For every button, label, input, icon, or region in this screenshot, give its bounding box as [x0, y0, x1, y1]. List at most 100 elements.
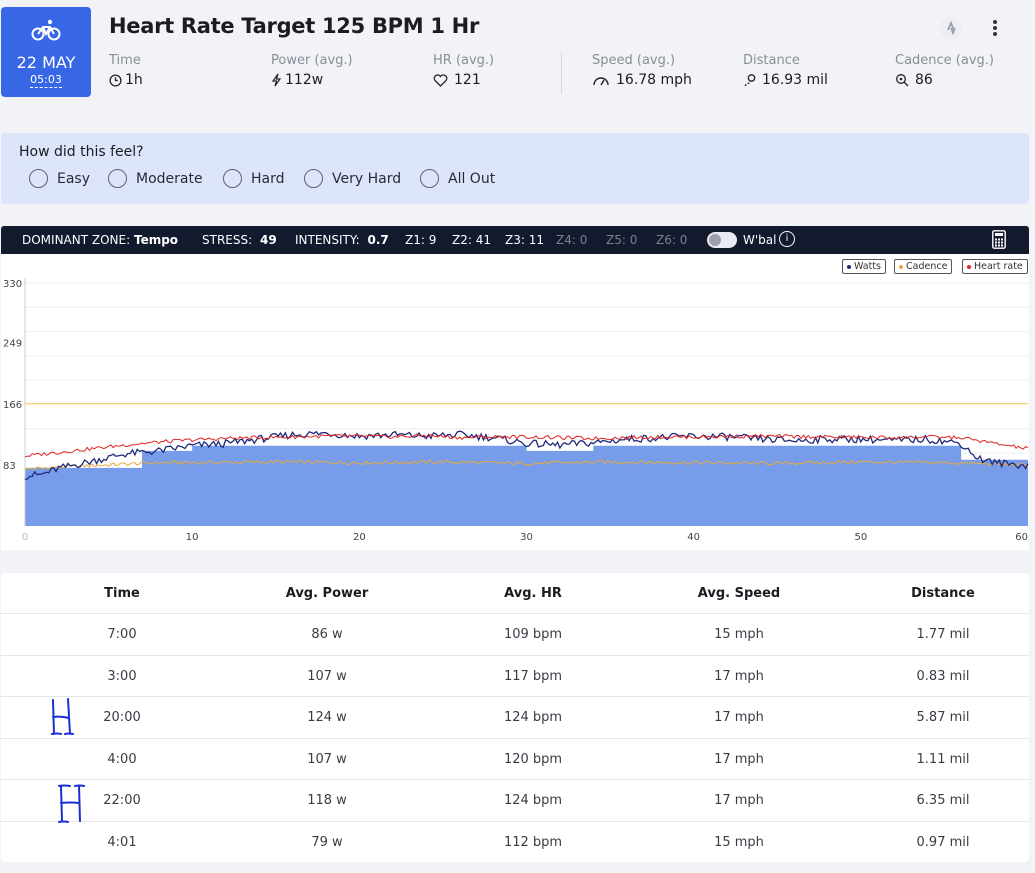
wbal-toggle[interactable]: [707, 232, 737, 248]
radio-icon[interactable]: [29, 169, 48, 188]
table-row[interactable]: 4:01 79 w 112 bpm 15 mph 0.97 mil: [1, 821, 1029, 862]
target-power-area: [25, 445, 1028, 526]
legend-cadence[interactable]: Cadence: [894, 259, 953, 274]
table-header-row: Time Avg. Power Avg. HR Avg. Speed Dista…: [1, 573, 1029, 614]
x-tick-label: 40: [687, 532, 700, 543]
header-avg-hr: Avg. HR: [504, 586, 562, 601]
feel-option-all-out[interactable]: All Out: [420, 169, 495, 188]
zone-4-count: Z4: 0: [556, 233, 588, 247]
stats-divider: [561, 52, 562, 94]
y-tick-label: 249: [3, 339, 22, 350]
zone-5-count: Z5: 0: [606, 233, 638, 247]
cell-speed: 17 mph: [714, 793, 764, 808]
series-line-heart-rate: [24, 433, 1029, 458]
y-tick-label: 166: [3, 400, 22, 411]
handwritten-mark: [58, 784, 85, 823]
cell-hr: 109 bpm: [503, 627, 563, 642]
x-tick-label: 20: [353, 532, 366, 543]
zone-summary-bar: DOMINANT ZONE: Tempo STRESS: 49 INTENSIT…: [1, 226, 1029, 254]
cell-power: 86 w: [311, 627, 343, 642]
workout-chart: 330 249 166 83 0 10 20 30 40 50 60 Watts Cadence H…: [1, 254, 1029, 550]
strava-icon: [940, 17, 962, 39]
cell-speed: 15 mph: [714, 627, 764, 642]
route-pin-icon: [744, 74, 756, 87]
stress-score: STRESS: 49: [202, 233, 277, 247]
wbal-label: W'bal: [743, 233, 777, 247]
header-distance: Distance: [911, 586, 975, 601]
header-time: Time: [104, 586, 140, 601]
series-line-cadence: [24, 459, 1029, 471]
stat-cadence: Cadence (avg.) 86: [895, 53, 994, 88]
cell-hr: 112 bpm: [503, 835, 563, 850]
cell-time: 20:00: [103, 710, 141, 725]
cell-hr: 120 bpm: [503, 752, 563, 767]
zone-2-count: Z2: 41: [452, 233, 491, 247]
table-row[interactable]: 7:00 86 w 109 bpm 15 mph 1.77 mil: [1, 613, 1029, 654]
feel-option-easy[interactable]: Easy: [29, 169, 90, 188]
cell-power: 124 w: [307, 710, 347, 725]
cell-distance: 0.83 mil: [916, 669, 970, 684]
cell-hr: 124 bpm: [503, 793, 563, 808]
header-avg-speed: Avg. Speed: [697, 586, 781, 601]
info-icon[interactable]: i: [779, 231, 795, 247]
table-row[interactable]: 4:00 107 w 120 bpm 17 mph 1.11 mil: [1, 738, 1029, 779]
cell-power: 107 w: [307, 752, 347, 767]
feel-panel: How did this feel? Easy Moderate Hard Ve…: [1, 133, 1029, 204]
more-options-button[interactable]: [982, 15, 1008, 41]
heart-icon: [433, 73, 448, 87]
cell-time: 4:00: [107, 752, 137, 767]
x-tick-label: 60: [1015, 532, 1028, 543]
header-avg-power: Avg. Power: [285, 586, 369, 601]
cell-speed: 17 mph: [714, 669, 764, 684]
y-tick-label: 330: [3, 279, 22, 290]
table-row[interactable]: 20:00 124 w 124 bpm 17 mph 5.87 mil: [1, 696, 1029, 737]
x-tick-label: 30: [520, 532, 533, 543]
cadence-icon: [896, 74, 909, 87]
intervals-table: Time Avg. Power Avg. HR Avg. Speed Dista…: [1, 573, 1029, 862]
cell-distance: 6.35 mil: [916, 793, 970, 808]
radio-icon[interactable]: [223, 169, 242, 188]
bolt-icon: [271, 73, 282, 87]
cell-hr: 124 bpm: [503, 710, 563, 725]
radio-icon[interactable]: [304, 169, 323, 188]
table-row[interactable]: 22:00 118 w 124 bpm 17 mph 6.35 mil: [1, 779, 1029, 820]
cell-distance: 1.11 mil: [916, 752, 970, 767]
cell-distance: 0.97 mil: [916, 835, 970, 850]
zone-3-count: Z3: 11: [505, 233, 544, 247]
stat-hr: HR (avg.) 121: [433, 53, 495, 88]
feel-option-moderate[interactable]: Moderate: [108, 169, 203, 188]
y-tick-label: 83: [3, 461, 16, 472]
intensity-score: INTENSITY: 0.7: [295, 233, 389, 247]
feel-option-hard[interactable]: Hard: [223, 169, 285, 188]
zone-6-count: Z6: 0: [656, 233, 688, 247]
workout-title: Heart Rate Target 125 BPM 1 Hr: [109, 14, 480, 38]
legend-watts[interactable]: Watts: [842, 259, 887, 274]
bike-icon: [31, 19, 61, 41]
dominant-zone: DOMINANT ZONE: Tempo: [22, 233, 179, 247]
zone-1-count: Z1: 9: [405, 233, 437, 247]
workout-start-time: 05:03: [30, 73, 62, 88]
radio-icon[interactable]: [108, 169, 127, 188]
cell-power: 107 w: [307, 669, 347, 684]
workout-date-tile: 22 MAY 05:03: [1, 7, 91, 97]
cell-time: 22:00: [103, 793, 141, 808]
more-vertical-icon: [993, 20, 997, 36]
x-tick-label: 0: [22, 532, 28, 543]
calculator-icon[interactable]: [992, 230, 1006, 249]
strava-button[interactable]: [938, 15, 964, 41]
cell-time: 4:01: [107, 835, 137, 850]
cell-power: 118 w: [307, 793, 347, 808]
feel-option-very-hard[interactable]: Very Hard: [304, 169, 401, 188]
cell-speed: 17 mph: [714, 710, 764, 725]
stat-distance: Distance 16.93 mil: [743, 53, 828, 88]
stat-speed: Speed (avg.) 16.78 mph: [592, 53, 692, 88]
stat-power: Power (avg.) 112w: [271, 53, 353, 88]
radio-icon[interactable]: [420, 169, 439, 188]
table-row[interactable]: 3:00 107 w 117 bpm 17 mph 0.83 mil: [1, 655, 1029, 696]
legend-heart-rate[interactable]: Heart rate: [962, 259, 1028, 274]
cell-distance: 1.77 mil: [916, 627, 970, 642]
cell-speed: 17 mph: [714, 752, 764, 767]
x-tick-label: 10: [186, 532, 199, 543]
stat-time: Time 1h: [109, 53, 143, 88]
clock-icon: [109, 73, 122, 87]
